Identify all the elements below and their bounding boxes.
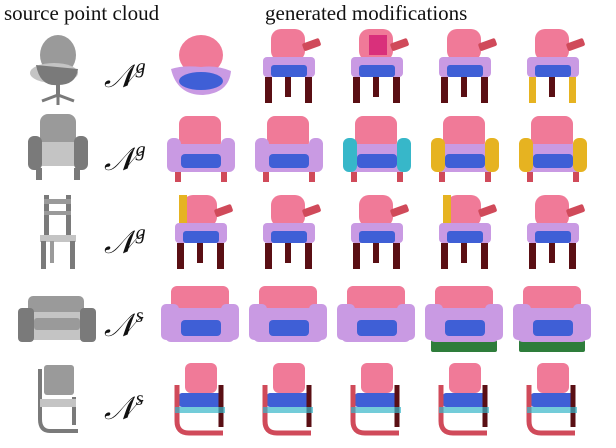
network-letter: 𝒩 bbox=[104, 307, 135, 343]
generated-chair-club-chair bbox=[157, 274, 243, 358]
generated-chair-armchair-legs-magenta bbox=[333, 25, 419, 109]
network-letter: 𝒩 bbox=[104, 58, 135, 94]
generated-chair-club-chair-green bbox=[509, 274, 595, 358]
source-chair-cantilever-chair bbox=[14, 357, 100, 441]
generated-chair-armchair-legs bbox=[509, 191, 595, 275]
generated-chair-armchair-yellow-frame bbox=[509, 25, 595, 109]
network-superscript: g bbox=[135, 56, 146, 78]
generated-chair-club-chair bbox=[333, 274, 419, 358]
network-symbol: 𝒩g bbox=[104, 213, 146, 262]
generated-chair-cantilever-chair bbox=[157, 357, 243, 441]
network-symbol: 𝒩g bbox=[104, 130, 146, 179]
generated-chair-armchair-legs bbox=[245, 25, 331, 109]
generated-chair-sofa-chair-yellow bbox=[509, 108, 595, 192]
network-letter: 𝒩 bbox=[104, 224, 135, 260]
network-letter: 𝒩 bbox=[104, 390, 135, 426]
chair-row: 𝒩g bbox=[0, 108, 616, 192]
network-superscript: s bbox=[135, 305, 144, 327]
chair-row: 𝒩g bbox=[0, 191, 616, 275]
generated-chair-cantilever-chair bbox=[421, 357, 507, 441]
chair-row: 𝒩g bbox=[0, 25, 616, 109]
generated-chair-sofa-chair bbox=[245, 108, 331, 192]
generated-chair-armchair-legs bbox=[333, 191, 419, 275]
chair-row: 𝒩s bbox=[0, 274, 616, 358]
generated-chair-club-chair-green bbox=[421, 274, 507, 358]
generated-chair-armchair-yellow-back bbox=[157, 191, 243, 275]
source-chair-swivel-chair bbox=[14, 25, 100, 109]
network-symbol: 𝒩s bbox=[104, 296, 143, 345]
generated-chair-armchair-yellow-back bbox=[421, 191, 507, 275]
generated-chair-club-chair bbox=[245, 274, 331, 358]
chair-row: 𝒩s bbox=[0, 357, 616, 441]
generated-chair-cantilever-chair bbox=[333, 357, 419, 441]
generated-chair-sofa-chair bbox=[157, 108, 243, 192]
generated-chair-armchair-legs bbox=[245, 191, 331, 275]
network-symbol: 𝒩s bbox=[104, 379, 143, 428]
generated-chair-blob bbox=[157, 25, 243, 109]
source-chair-club-armchair bbox=[14, 274, 100, 358]
generated-chair-armchair-legs bbox=[421, 25, 507, 109]
network-symbol: 𝒩g bbox=[104, 47, 146, 96]
source-column-header: source point cloud bbox=[4, 1, 160, 25]
generated-chair-sofa-chair-yellow bbox=[421, 108, 507, 192]
network-superscript: g bbox=[135, 139, 146, 161]
network-letter: 𝒩 bbox=[104, 141, 135, 177]
source-chair-upholstered-armchair bbox=[14, 108, 100, 192]
generated-chair-cantilever-chair bbox=[509, 357, 595, 441]
generated-column-header: generated modifications bbox=[265, 1, 468, 25]
generated-chair-cantilever-chair bbox=[245, 357, 331, 441]
generated-chair-sofa-chair-cyan bbox=[333, 108, 419, 192]
network-superscript: s bbox=[135, 388, 144, 410]
network-superscript: g bbox=[135, 222, 146, 244]
source-chair-wooden-chair bbox=[14, 191, 100, 275]
